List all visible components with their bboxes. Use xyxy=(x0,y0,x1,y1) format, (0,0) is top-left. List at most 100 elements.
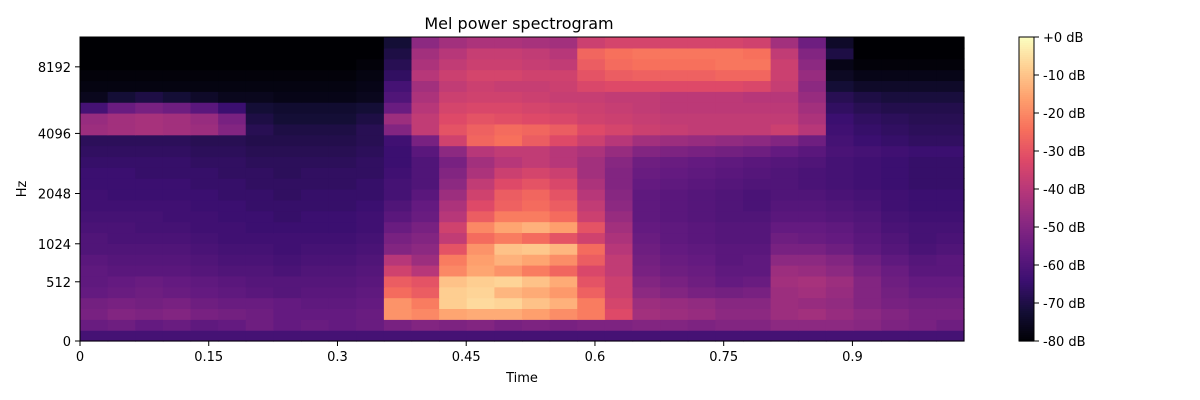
heatmap-cell xyxy=(687,37,716,49)
heatmap-cell xyxy=(743,232,772,244)
heatmap-cell xyxy=(770,102,799,114)
colorbar-segment xyxy=(1019,209,1034,212)
heatmap-cell xyxy=(604,308,634,320)
heatmap-cell xyxy=(218,286,247,299)
heatmap-cell xyxy=(80,69,109,82)
heatmap-cell xyxy=(936,286,965,299)
heatmap-cell xyxy=(825,102,855,114)
heatmap-cell xyxy=(411,178,440,190)
heatmap-cell xyxy=(549,297,578,310)
heatmap-cell xyxy=(660,156,689,168)
colorbar-segment xyxy=(1019,135,1034,138)
heatmap-cell xyxy=(632,286,661,299)
heatmap-cell xyxy=(853,210,882,223)
heatmap-cell xyxy=(687,232,716,244)
heatmap-cell xyxy=(107,58,136,71)
heatmap-cell xyxy=(936,91,965,103)
heatmap-cell xyxy=(522,134,551,147)
heatmap-cell xyxy=(494,286,523,299)
heatmap-cell xyxy=(273,102,302,114)
heatmap-cell xyxy=(466,275,495,288)
heatmap-cell xyxy=(798,210,827,223)
heatmap-cell xyxy=(218,210,247,223)
heatmap-cell xyxy=(522,254,551,266)
colorbar-segment xyxy=(1019,139,1034,142)
colorbar-tick-label: -10 dB xyxy=(1043,69,1086,84)
heatmap-cell xyxy=(245,91,274,103)
heatmap-cell xyxy=(908,330,937,342)
heatmap-cell xyxy=(936,123,965,136)
heatmap-cell xyxy=(660,47,689,60)
colorbar-segment xyxy=(1019,131,1034,134)
heatmap-cell xyxy=(301,221,330,234)
heatmap-cell xyxy=(162,113,192,125)
heatmap-cell xyxy=(770,189,799,201)
heatmap-cell xyxy=(715,102,744,114)
heatmap-cell xyxy=(881,254,910,266)
heatmap-cell xyxy=(549,243,578,255)
heatmap-cell xyxy=(383,210,413,223)
heatmap-cell xyxy=(383,134,413,147)
heatmap-cell xyxy=(328,232,357,244)
heatmap-cell xyxy=(715,243,744,255)
heatmap-cell xyxy=(825,286,855,299)
heatmap-cell xyxy=(604,91,634,103)
heatmap-cell xyxy=(411,286,440,299)
heatmap-cell xyxy=(853,80,882,92)
heatmap-cell xyxy=(577,308,606,320)
colorbar-segment xyxy=(1019,189,1034,192)
heatmap-cell xyxy=(632,134,661,147)
heatmap-cell xyxy=(577,243,606,255)
heatmap-cell xyxy=(798,37,827,49)
heatmap-cell xyxy=(770,134,799,147)
heatmap-cell xyxy=(273,232,302,244)
heatmap-cell xyxy=(218,243,247,255)
heatmap-cell xyxy=(190,189,219,201)
heatmap-cell xyxy=(273,265,302,277)
heatmap-cell xyxy=(881,58,910,71)
heatmap-cell xyxy=(328,156,357,168)
heatmap-cell xyxy=(881,134,910,147)
heatmap-cell xyxy=(190,275,219,288)
heatmap-cell xyxy=(190,254,219,266)
heatmap-cell xyxy=(383,145,413,158)
heatmap-cell xyxy=(135,156,164,168)
heatmap-cell xyxy=(770,156,799,168)
colorbar-segment xyxy=(1019,287,1034,290)
heatmap-cell xyxy=(577,113,606,125)
colorbar-segment xyxy=(1019,283,1034,286)
colorbar-segment xyxy=(1019,47,1034,50)
heatmap-cell xyxy=(356,286,385,299)
heatmap-cell xyxy=(218,330,247,342)
heatmap-cell xyxy=(273,189,302,201)
colorbar-segment xyxy=(1019,195,1034,198)
heatmap-cell xyxy=(853,69,882,82)
heatmap-cell xyxy=(522,286,551,299)
heatmap-cell xyxy=(135,265,164,277)
colorbar-segment xyxy=(1019,63,1034,66)
y-tick-label: 8192 xyxy=(38,61,71,76)
heatmap-cell xyxy=(218,37,247,49)
heatmap-cell xyxy=(162,275,192,288)
heatmap-cell xyxy=(245,145,274,158)
heatmap-cell xyxy=(881,286,910,299)
heatmap-cell xyxy=(577,330,606,342)
heatmap-cell xyxy=(715,178,744,190)
heatmap-cell xyxy=(881,47,910,60)
heatmap-cell xyxy=(660,113,689,125)
heatmap-cell xyxy=(660,102,689,114)
heatmap-cell xyxy=(328,286,357,299)
heatmap-cell xyxy=(798,134,827,147)
heatmap-cell xyxy=(715,134,744,147)
heatmap-cell xyxy=(632,113,661,125)
heatmap-cell xyxy=(549,254,578,266)
colorbar-segment xyxy=(1019,205,1034,208)
heatmap-cell xyxy=(80,145,109,158)
heatmap-cell xyxy=(328,330,357,342)
heatmap-cell xyxy=(798,254,827,266)
heatmap-cell xyxy=(825,69,855,82)
heatmap-cell xyxy=(135,80,164,92)
heatmap-cell xyxy=(301,189,330,201)
colorbar-segment xyxy=(1019,221,1034,224)
heatmap-cell xyxy=(107,178,136,190)
